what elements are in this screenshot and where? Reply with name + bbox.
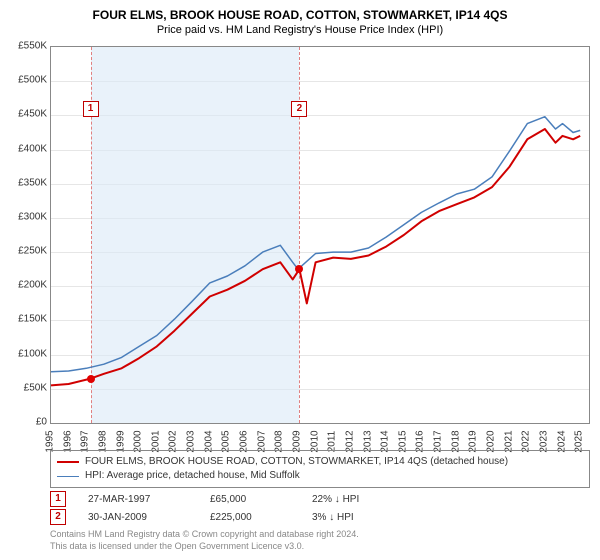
ytick-label: £500K bbox=[18, 75, 47, 86]
legend: FOUR ELMS, BROOK HOUSE ROAD, COTTON, STO… bbox=[50, 450, 590, 488]
ytick-label: £550K bbox=[18, 41, 47, 52]
legend-row-price-paid: FOUR ELMS, BROOK HOUSE ROAD, COTTON, STO… bbox=[57, 455, 583, 469]
ytick-label: £50K bbox=[24, 382, 47, 393]
chart-sale-dot-1 bbox=[87, 375, 95, 383]
legend-row-hpi: HPI: Average price, detached house, Mid … bbox=[57, 469, 583, 483]
chart-sale-marker-2: 2 bbox=[291, 101, 307, 117]
ytick-label: £350K bbox=[18, 177, 47, 188]
sale-marker-1: 1 bbox=[50, 491, 66, 507]
series-hpi bbox=[51, 117, 580, 372]
sale-marker-2: 2 bbox=[50, 509, 66, 525]
ytick-label: £450K bbox=[18, 109, 47, 120]
chart-subtitle: Price paid vs. HM Land Registry's House … bbox=[0, 22, 600, 36]
attribution-line2: This data is licensed under the Open Gov… bbox=[50, 540, 359, 552]
series-price_paid bbox=[51, 129, 580, 385]
line-series bbox=[51, 47, 589, 423]
legend-label-hpi: HPI: Average price, detached house, Mid … bbox=[85, 469, 300, 483]
chart-sale-dot-2 bbox=[295, 265, 303, 273]
sale-row-2: 2 30-JAN-2009 £225,000 3% ↓ HPI bbox=[50, 508, 412, 526]
ytick-label: £150K bbox=[18, 314, 47, 325]
chart-title: FOUR ELMS, BROOK HOUSE ROAD, COTTON, STO… bbox=[0, 0, 600, 22]
legend-swatch-hpi bbox=[57, 476, 79, 477]
attribution-line1: Contains HM Land Registry data © Crown c… bbox=[50, 528, 359, 540]
sales-table: 1 27-MAR-1997 £65,000 22% ↓ HPI 2 30-JAN… bbox=[50, 490, 412, 526]
sale-date-1: 27-MAR-1997 bbox=[88, 494, 188, 505]
sale-price-1: £65,000 bbox=[210, 494, 290, 505]
ytick-label: £400K bbox=[18, 143, 47, 154]
legend-label-price-paid: FOUR ELMS, BROOK HOUSE ROAD, COTTON, STO… bbox=[85, 455, 508, 469]
ytick-label: £0 bbox=[36, 417, 47, 428]
legend-swatch-price-paid bbox=[57, 461, 79, 463]
sale-pct-1: 22% ↓ HPI bbox=[312, 494, 412, 505]
chart-container: FOUR ELMS, BROOK HOUSE ROAD, COTTON, STO… bbox=[0, 0, 600, 560]
attribution: Contains HM Land Registry data © Crown c… bbox=[50, 528, 359, 552]
sale-pct-2: 3% ↓ HPI bbox=[312, 512, 412, 523]
ytick-label: £100K bbox=[18, 348, 47, 359]
sale-row-1: 1 27-MAR-1997 £65,000 22% ↓ HPI bbox=[50, 490, 412, 508]
sale-date-2: 30-JAN-2009 bbox=[88, 512, 188, 523]
ytick-label: £200K bbox=[18, 280, 47, 291]
ytick-label: £250K bbox=[18, 246, 47, 257]
plot-area: 12 bbox=[50, 46, 590, 424]
ytick-label: £300K bbox=[18, 211, 47, 222]
chart-sale-marker-1: 1 bbox=[83, 101, 99, 117]
sale-price-2: £225,000 bbox=[210, 512, 290, 523]
